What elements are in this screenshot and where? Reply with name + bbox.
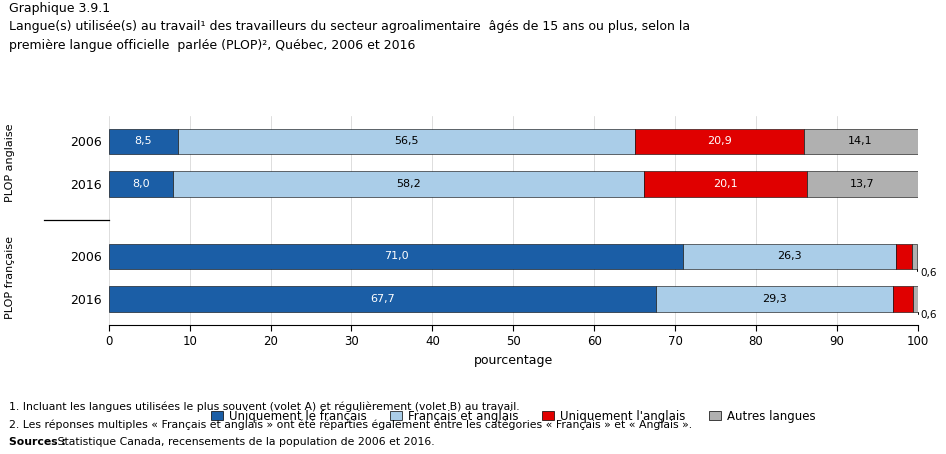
Text: 20,9: 20,9: [707, 136, 731, 146]
Text: 0,6: 0,6: [920, 267, 937, 277]
Text: 8,0: 8,0: [132, 179, 150, 189]
Text: Langue(s) utilisée(s) au travail¹ des travailleurs du secteur agroalimentaire  â: Langue(s) utilisée(s) au travail¹ des tr…: [9, 20, 691, 34]
Bar: [913, 286, 918, 312]
Bar: [807, 171, 918, 197]
Text: 14,1: 14,1: [849, 136, 873, 146]
Text: Graphique 3.9.1: Graphique 3.9.1: [9, 2, 111, 15]
Text: 20,1: 20,1: [713, 179, 738, 189]
Text: 1. Incluant les langues utilisées le plus souvent (volet A) et régulièrement (vo: 1. Incluant les langues utilisées le plu…: [9, 402, 520, 412]
Text: première langue officielle  parlée (PLOP)², Québec, 2006 et 2016: première langue officielle parlée (PLOP)…: [9, 39, 416, 52]
Text: 29,3: 29,3: [762, 294, 787, 304]
Bar: [109, 171, 173, 197]
Text: Sources :: Sources :: [9, 437, 66, 447]
Bar: [644, 171, 807, 197]
Bar: [635, 128, 803, 154]
Bar: [178, 128, 635, 154]
Legend: Uniquement le français, Français et anglais, Uniquement l'anglais, Autres langue: Uniquement le français, Français et angl…: [206, 405, 820, 427]
X-axis label: pourcentage: pourcentage: [474, 354, 552, 366]
Text: 67,7: 67,7: [370, 294, 394, 304]
Text: 26,3: 26,3: [777, 252, 801, 262]
Bar: [109, 244, 683, 269]
Bar: [657, 286, 893, 312]
Bar: [683, 244, 896, 269]
Bar: [109, 128, 178, 154]
Text: 2. Les réponses multiples « Français et anglais » ont été réparties également en: 2. Les réponses multiples « Français et …: [9, 420, 692, 430]
Bar: [803, 128, 918, 154]
Text: Statistique Canada, recensements de la population de 2006 et 2016.: Statistique Canada, recensements de la p…: [54, 437, 434, 447]
Bar: [893, 286, 913, 312]
Text: 58,2: 58,2: [396, 179, 421, 189]
Bar: [896, 244, 912, 269]
Text: PLOP anglaise: PLOP anglaise: [5, 123, 15, 202]
Bar: [109, 286, 657, 312]
Text: PLOP française: PLOP française: [5, 236, 15, 319]
Text: 13,7: 13,7: [850, 179, 874, 189]
Text: 56,5: 56,5: [394, 136, 418, 146]
Bar: [912, 244, 917, 269]
Text: 0,6: 0,6: [920, 310, 937, 320]
Text: 71,0: 71,0: [384, 252, 409, 262]
Bar: [173, 171, 644, 197]
Text: 8,5: 8,5: [134, 136, 152, 146]
